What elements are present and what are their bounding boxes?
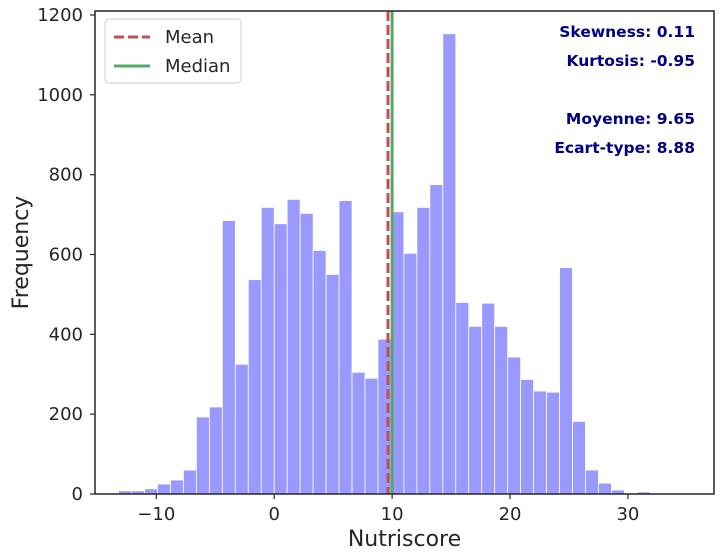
x-axis-ticks: −10 0 10 20 30	[137, 494, 639, 525]
histogram-bar	[585, 469, 599, 495]
histogram-bars	[118, 33, 677, 495]
histogram-bar	[546, 391, 560, 495]
histogram-bar	[221, 220, 236, 495]
y-tick-label: 0	[72, 484, 83, 505]
y-tick-label: 800	[49, 165, 83, 186]
histogram-bar	[507, 356, 522, 495]
x-tick-label: 0	[268, 504, 279, 525]
histogram-bar	[442, 33, 457, 495]
histogram-bar	[403, 252, 418, 495]
x-tick-label: −10	[137, 504, 175, 525]
legend: Mean Median	[104, 18, 242, 84]
y-tick-label: 600	[49, 244, 83, 265]
histogram-bar	[364, 377, 379, 495]
histogram-bar	[520, 379, 535, 495]
std-annotation: Ecart-type: 8.88	[554, 139, 695, 157]
histogram-bar	[598, 482, 612, 495]
histogram-bar	[157, 483, 171, 495]
histogram-bar	[429, 184, 444, 495]
histogram-bar	[234, 363, 249, 495]
histogram-bar	[559, 267, 573, 495]
stats-annotations: Skewness: 0.11 Kurtosis: -0.95 Moyenne: …	[554, 23, 695, 157]
y-axis-ticks: 0 200 400 600 800 1000 1200	[37, 5, 95, 505]
histogram-bar	[170, 479, 184, 495]
x-tick-label: 20	[499, 504, 522, 525]
histogram-bar	[299, 212, 314, 495]
y-axis-label: Frequency	[9, 196, 34, 310]
histogram-bar	[273, 223, 288, 495]
y-tick-label: 200	[49, 404, 83, 425]
y-tick-label: 1200	[37, 5, 83, 26]
plot-frame	[94, 10, 715, 495]
skewness-annotation: Skewness: 0.11	[559, 23, 695, 41]
histogram-bar	[468, 325, 483, 495]
mean-annotation: Moyenne: 9.65	[566, 110, 695, 128]
histogram-bar	[260, 206, 275, 495]
legend-mean-label: Mean	[165, 27, 214, 48]
histogram-bar	[208, 406, 223, 495]
histogram-bar	[312, 250, 327, 495]
histogram-bar	[494, 325, 509, 495]
histogram-bar	[144, 488, 158, 495]
x-tick-label: 10	[381, 504, 404, 525]
histogram-bar	[455, 301, 470, 495]
histogram-bar	[533, 390, 547, 495]
histogram-bar	[572, 420, 586, 495]
histogram-bar	[183, 469, 197, 495]
y-tick-label: 400	[49, 324, 83, 345]
histogram-bar	[325, 274, 340, 495]
y-tick-label: 1000	[37, 85, 83, 106]
x-axis-label: Nutriscore	[348, 527, 461, 552]
x-tick-label: 30	[616, 504, 639, 525]
histogram-bar	[338, 200, 353, 495]
histogram-bar	[286, 199, 301, 495]
histogram-bar	[481, 302, 496, 495]
kurtosis-annotation: Kurtosis: -0.95	[566, 52, 695, 70]
histogram-bar	[247, 279, 262, 495]
histogram-bar	[416, 206, 431, 495]
histogram-bar	[351, 371, 366, 495]
histogram-bar	[195, 416, 210, 495]
legend-median-label: Median	[165, 56, 230, 77]
